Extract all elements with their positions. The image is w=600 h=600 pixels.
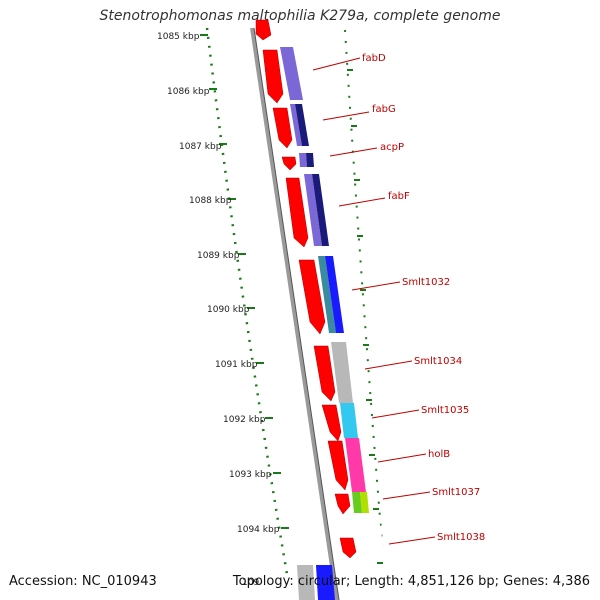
genome-backbone: [250, 27, 339, 600]
gene-arrow[interactable]: [285, 177, 309, 248]
gene-label-smlt1037[interactable]: Smlt1037: [432, 487, 480, 498]
map-title: Stenotrophomonas maltophilia K279a, comp…: [99, 8, 501, 24]
kbp-label: 109: [242, 578, 259, 588]
cog-bar: [340, 403, 358, 438]
gene-label-acpP[interactable]: acpP: [380, 142, 404, 153]
gene-label-holB[interactable]: holB: [428, 449, 450, 460]
gene-arrow[interactable]: [339, 537, 357, 559]
gene-arrows: [255, 19, 357, 559]
cog-bar: [299, 153, 307, 167]
gene-label-smlt1032[interactable]: Smlt1032: [402, 277, 450, 288]
kbp-label: 1086 kbp: [167, 87, 210, 97]
kbp-label: 1088 kbp: [189, 196, 232, 206]
gene-label-smlt1034[interactable]: Smlt1034: [414, 356, 462, 367]
cog-bar: [331, 342, 353, 403]
cog-bar: [352, 492, 362, 513]
gene-arrow[interactable]: [255, 19, 272, 41]
cog-bar: [297, 565, 315, 600]
cog-bar: [360, 492, 369, 513]
kbp-ticks: [200, 34, 289, 529]
cog-bar: [318, 256, 336, 333]
cog-bar: [325, 256, 344, 333]
gene-arrow[interactable]: [298, 259, 326, 335]
ruler-arc-inner: [344, 29, 387, 593]
gene-label-smlt1035[interactable]: Smlt1035: [421, 405, 469, 416]
kbp-label: 1090 kbp: [207, 305, 250, 315]
kbp-label: 1089 kbp: [197, 251, 240, 261]
gene-label-fabG[interactable]: fabG: [372, 104, 396, 115]
kbp-label: 1094 kbp: [237, 525, 280, 535]
gene-label-smlt1038[interactable]: Smlt1038: [437, 532, 485, 543]
kbp-label: 1093 kbp: [229, 470, 272, 480]
cog-bar: [280, 47, 303, 100]
gene-arrow[interactable]: [262, 49, 284, 104]
kbp-label: 1091 kbp: [215, 360, 258, 370]
genome-backbone-shadow: [253, 27, 340, 600]
gene-arrow[interactable]: [272, 107, 293, 149]
cog-bar: [316, 565, 335, 600]
gene-arrow[interactable]: [321, 404, 342, 442]
inner-ticks: [347, 69, 383, 564]
cog-bars: [280, 47, 369, 600]
cog-bar: [306, 153, 314, 167]
gene-label-fabF[interactable]: fabF: [388, 191, 410, 202]
gene-arrow[interactable]: [327, 440, 349, 491]
kbp-label: 1085 kbp: [157, 32, 200, 42]
gene-arrow[interactable]: [281, 156, 297, 171]
gene-arrow[interactable]: [334, 493, 351, 515]
cog-bar: [312, 174, 329, 246]
cog-bar: [295, 104, 309, 146]
genome-summary: Topology: circular; Length: 4,851,126 bp…: [232, 574, 590, 589]
cog-bar: [345, 438, 366, 492]
kbp-label: 1087 kbp: [179, 142, 222, 152]
cog-bar: [304, 174, 322, 246]
gene-label-fabD[interactable]: fabD: [362, 53, 386, 64]
leader-lines: [312, 57, 436, 545]
cog-bar: [290, 104, 302, 146]
kbp-label: 1092 kbp: [223, 415, 266, 425]
gene-arrow[interactable]: [313, 345, 336, 402]
accession-label: Accession: NC_010943: [9, 574, 157, 589]
